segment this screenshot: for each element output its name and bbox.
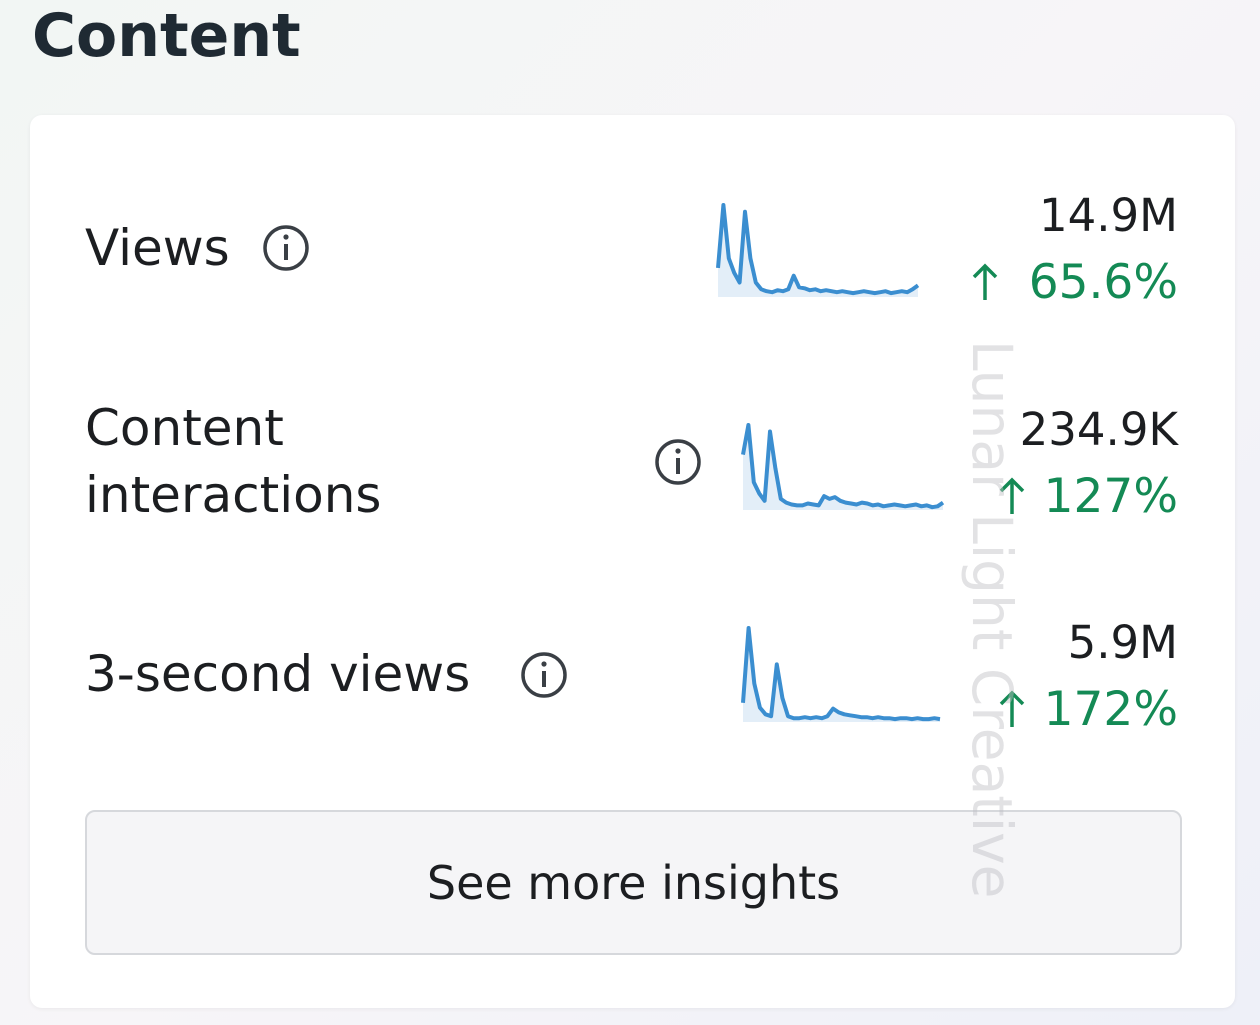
section-title: Content [32, 1, 301, 71]
metric-label: 3-second views [85, 645, 471, 703]
metric-change: 172% [1043, 682, 1178, 737]
up-arrow-head [999, 477, 1025, 493]
metric-change: 65.6% [1028, 255, 1178, 310]
metric-value: 14.9M [1038, 189, 1178, 242]
metric-label: Content interactions [85, 399, 382, 524]
sparkline-area [743, 425, 943, 510]
metric-label: Views [85, 219, 230, 277]
sparkline [716, 203, 920, 296]
info-icon-dot [283, 234, 289, 240]
up-arrow-head [972, 263, 998, 279]
see-more-button[interactable]: See more insights [85, 810, 1182, 955]
sparkline-area [718, 205, 918, 297]
info-icon-dot [541, 661, 547, 667]
watermark: Lunar Light Creative [960, 340, 1024, 899]
sparkline [741, 626, 941, 722]
sparkline [741, 423, 945, 510]
info-icon-dot [675, 448, 681, 454]
info-icon [655, 439, 701, 485]
metric-change: 127% [1043, 469, 1178, 524]
info-icon [263, 225, 309, 271]
metric-value: 234.9K [1019, 403, 1178, 456]
info-icon [521, 652, 567, 698]
up-arrow-head [999, 690, 1025, 706]
metric-value: 5.9M [1067, 616, 1178, 669]
